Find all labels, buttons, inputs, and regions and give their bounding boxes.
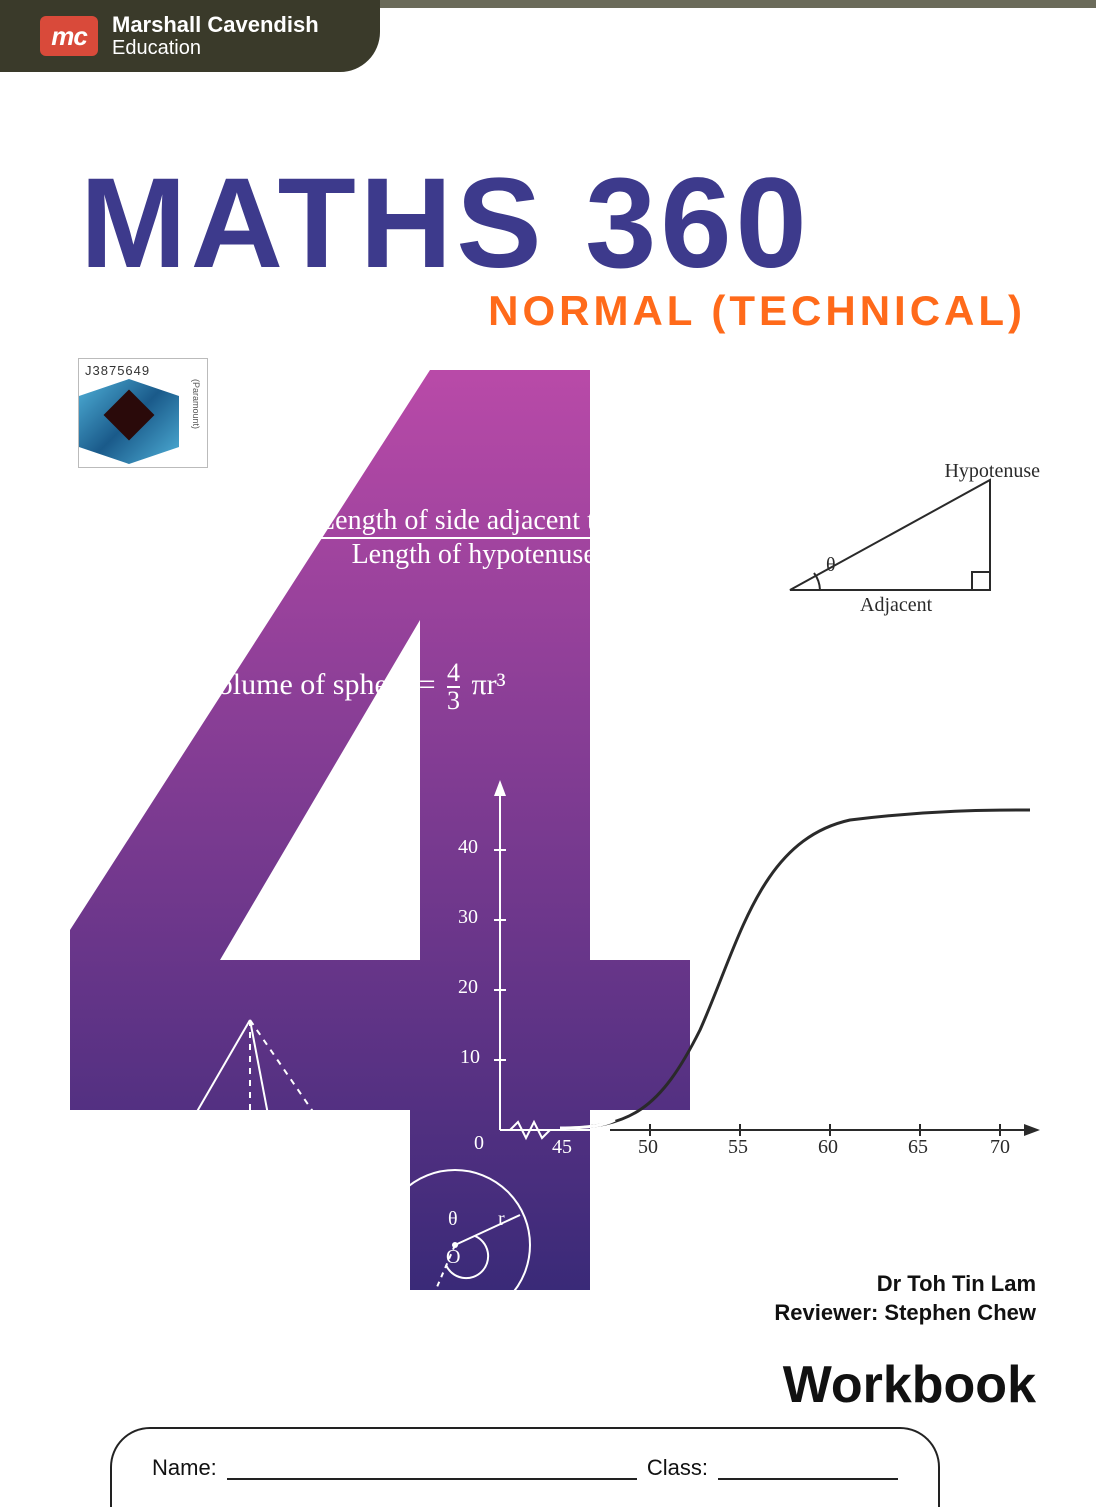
book-type: Workbook <box>783 1355 1036 1415</box>
ytick-40: 40 <box>458 836 478 859</box>
sticker-code: J3875649 <box>85 363 150 378</box>
ytick-10: 10 <box>460 1046 480 1069</box>
cosine-lhs: cosine of θ = <box>150 522 295 554</box>
xtick-45: 45 <box>552 1136 572 1159</box>
triangle-adjacent-label: Adjacent <box>860 594 932 617</box>
publisher-bar: mc Marshall Cavendish Education <box>0 0 380 72</box>
xtick-55: 55 <box>728 1136 748 1159</box>
formula-volume: Volume of sphere = 4 3 πr³ <box>200 660 506 714</box>
pyramid-diagram <box>120 1010 380 1250</box>
publisher-logo-text: mc <box>51 21 87 52</box>
author-name: Dr Toh Tin Lam <box>774 1270 1036 1299</box>
sector-origin: O <box>446 1246 460 1269</box>
ytick-30: 30 <box>458 906 478 929</box>
cosine-denominator: Length of hypotenuse <box>310 539 637 571</box>
sticker-side-text: (Paramount) <box>191 379 201 429</box>
xtick-50: 50 <box>638 1136 658 1159</box>
name-input-line[interactable] <box>227 1456 637 1480</box>
class-input-line[interactable] <box>718 1456 898 1480</box>
volume-frac-num: 4 <box>447 660 460 688</box>
publisher-line1: Marshall Cavendish <box>112 13 319 37</box>
triangle-theta-label: θ <box>826 554 836 577</box>
class-label: Class: <box>647 1455 708 1481</box>
xtick-60: 60 <box>818 1136 838 1159</box>
volume-frac-den: 3 <box>447 688 460 714</box>
volume-lhs: Volume of sphere = <box>200 668 436 701</box>
publisher-name: Marshall Cavendish Education <box>112 13 319 59</box>
sector-theta: θ <box>448 1208 458 1231</box>
triangle-hypotenuse-label: Hypotenuse <box>944 460 1040 483</box>
name-label: Name: <box>152 1455 217 1481</box>
title-block: MATHS 360 NORMAL (TECHNICAL) <box>80 150 1036 335</box>
xtick-70: 70 <box>990 1136 1010 1159</box>
volume-rest: πr³ <box>472 668 506 701</box>
ytick-20: 20 <box>458 976 478 999</box>
reviewer-name: Reviewer: Stephen Chew <box>774 1299 1036 1328</box>
sigmoid-graph: 40 30 20 10 0 45 50 55 60 65 70 <box>430 770 1050 1190</box>
authors-block: Dr Toh Tin Lam Reviewer: Stephen Chew <box>774 1270 1036 1327</box>
name-class-tab: Name: Class: <box>110 1427 940 1507</box>
publisher-logo: mc <box>40 16 98 56</box>
security-sticker: J3875649 (Paramount) <box>78 358 208 468</box>
sector-radius: r <box>498 1208 505 1231</box>
cosine-numerator: Length of side adjacent to θ <box>310 505 637 539</box>
header-strip <box>380 0 1096 8</box>
xtick-65: 65 <box>908 1136 928 1159</box>
publisher-line2: Education <box>112 37 319 59</box>
ytick-0: 0 <box>474 1132 484 1155</box>
title-main: MATHS 360 <box>80 150 1036 297</box>
right-triangle-diagram: Hypotenuse θ Adjacent <box>770 460 1030 620</box>
formula-cosine: cosine of θ = Length of side adjacent to… <box>150 505 770 571</box>
